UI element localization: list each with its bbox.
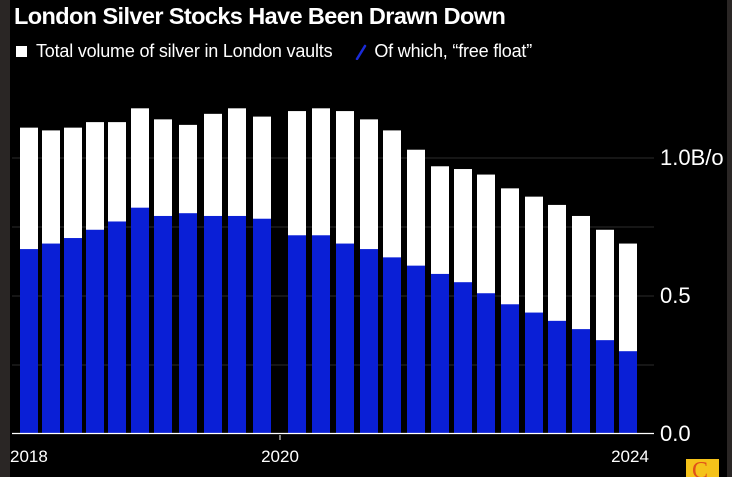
bar-free-float bbox=[253, 218, 271, 434]
bar-free-float bbox=[383, 257, 401, 434]
legend-item-free-float: Of which, “free float” bbox=[354, 41, 532, 62]
legend: Total volume of silver in London vaults … bbox=[16, 41, 532, 62]
bar-free-float bbox=[20, 249, 38, 434]
right-border-strip bbox=[727, 0, 732, 477]
y-tick-label: 1.0B/o bbox=[660, 145, 724, 170]
left-border-strip bbox=[0, 0, 10, 477]
bar-free-float bbox=[360, 249, 378, 434]
logo-glyph: C bbox=[692, 459, 709, 477]
chart-title: London Silver Stocks Have Been Drawn Dow… bbox=[14, 3, 506, 29]
bar-free-float bbox=[454, 282, 472, 434]
bar-free-float bbox=[336, 243, 354, 434]
bar-free-float bbox=[572, 329, 590, 434]
bar-free-float bbox=[228, 215, 246, 434]
bar-free-float bbox=[131, 207, 149, 434]
bar-free-float bbox=[288, 235, 306, 434]
y-tick-label: 0.5 bbox=[660, 283, 691, 308]
bar-free-float bbox=[86, 229, 104, 434]
bar-free-float bbox=[312, 235, 330, 434]
legend-label-total: Total volume of silver in London vaults bbox=[36, 41, 333, 61]
legend-item-total: Total volume of silver in London vaults bbox=[16, 41, 333, 62]
bar-free-float bbox=[204, 215, 222, 434]
axes: 0.0 0.5 1.0B/o 2018 2020 2024 bbox=[10, 145, 724, 466]
bar-free-float bbox=[596, 340, 614, 434]
bar-free-float bbox=[431, 273, 449, 434]
bar-free-float bbox=[407, 265, 425, 434]
bar-free-float bbox=[42, 243, 60, 434]
y-tick-label: 0.0 bbox=[660, 421, 691, 446]
x-tick-label: 2024 bbox=[611, 447, 649, 466]
white-square-icon bbox=[16, 46, 27, 57]
bar-free-float bbox=[179, 213, 197, 434]
x-tick-label: 2020 bbox=[261, 447, 299, 466]
bar-free-float bbox=[108, 221, 126, 434]
bars bbox=[20, 108, 637, 435]
bar-free-float bbox=[525, 312, 543, 434]
bar-free-float bbox=[64, 238, 82, 434]
bar-free-float bbox=[154, 215, 172, 434]
bar-free-float bbox=[501, 304, 519, 434]
x-tick-label: 2018 bbox=[10, 447, 48, 466]
publisher-logo: C bbox=[686, 459, 719, 477]
legend-label-free-float: Of which, “free float” bbox=[374, 41, 533, 61]
bar-free-float bbox=[548, 320, 566, 434]
blue-slash-icon bbox=[356, 44, 367, 60]
bar-free-float bbox=[477, 293, 495, 434]
bar-free-float bbox=[619, 351, 637, 434]
